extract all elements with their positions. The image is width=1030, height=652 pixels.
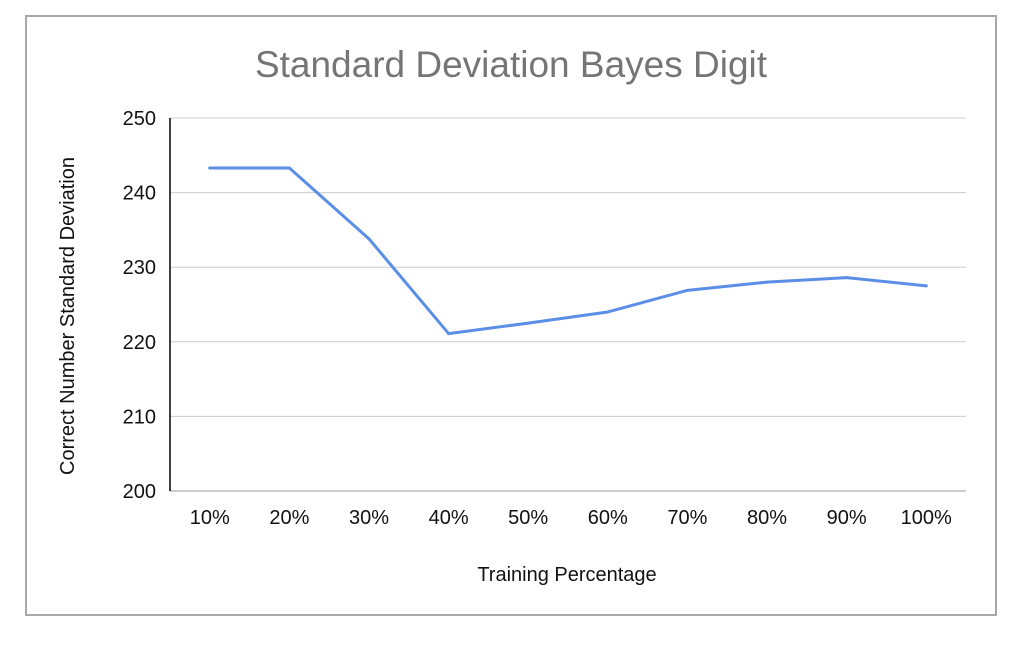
x-tick-label: 30% [349,507,389,529]
data-point [606,310,610,314]
y-axis-label: Correct Number Standard Deviation [57,157,79,475]
x-tick-label: 70% [667,507,707,529]
y-tick-label: 250 [123,108,156,130]
chart-frame [25,15,997,616]
data-point [845,276,849,280]
data-point [208,166,212,170]
series-group [208,166,928,336]
y-tick-label: 230 [123,257,156,279]
x-axis-ticks: 10% 20% 30% 40% 50% 60% 70% 80% 90% 100% [190,507,952,529]
y-tick-label: 220 [123,332,156,354]
data-point [685,288,689,292]
y-tick-label: 200 [123,481,156,503]
gridlines [170,117,966,492]
x-axis-label: Training Percentage [477,564,656,586]
y-tick-label: 240 [123,183,156,205]
x-tick-label: 50% [508,507,548,529]
y-axis-ticks: 200 210 220 230 240 250 [123,108,156,503]
data-point [924,284,928,288]
x-tick-label: 60% [588,507,628,529]
data-point [447,332,451,336]
data-point [367,237,371,241]
x-tick-label: 20% [269,507,309,529]
data-point [526,321,530,325]
x-tick-label: 100% [901,507,952,529]
data-point [287,166,291,170]
x-tick-label: 10% [190,507,230,529]
x-tick-label: 90% [827,507,867,529]
y-tick-label: 210 [123,406,156,428]
x-tick-label: 40% [429,507,469,529]
x-tick-label: 80% [747,507,787,529]
chart-title: Standard Deviation Bayes Digit [255,44,768,85]
series-line [208,166,928,336]
data-point [765,280,769,284]
